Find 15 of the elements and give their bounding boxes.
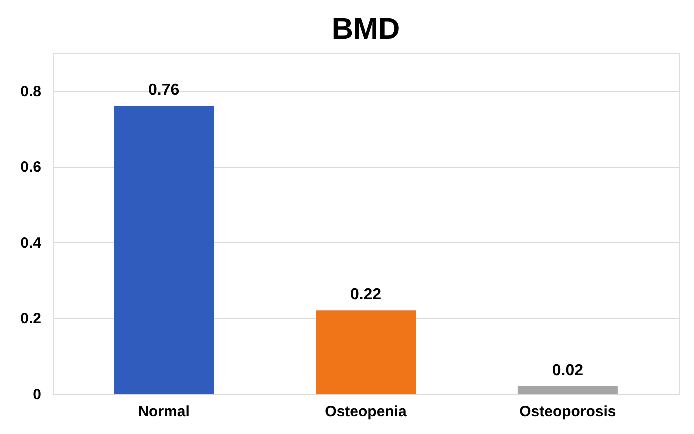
bar [518,386,618,394]
data-label: 0.76 [148,82,180,100]
x-tick-label: Osteoporosis [520,404,616,420]
y-tick-label: 0.8 [20,83,42,100]
bar [114,106,214,394]
y-tick-label: 0.6 [20,159,42,176]
bar [316,310,416,394]
chart-title: BMD [332,13,400,46]
x-tick-label: Osteopenia [325,404,408,420]
y-tick-label: 0.2 [20,310,42,328]
y-tick-label: 0 [33,386,42,404]
data-label: 0.02 [552,362,584,380]
x-tick-label: Normal [138,404,190,420]
y-tick-label: 0.4 [20,234,42,252]
data-label: 0.22 [350,286,382,304]
